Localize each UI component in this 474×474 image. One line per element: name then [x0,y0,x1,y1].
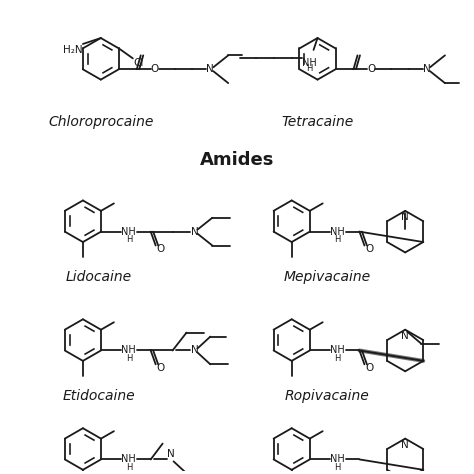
Text: H: H [126,354,132,363]
Text: O: O [367,64,375,74]
Text: H: H [306,64,313,73]
Text: NH: NH [330,455,345,465]
Text: NH: NH [302,58,317,68]
Text: H₂N: H₂N [63,45,83,55]
Text: N: N [401,331,409,341]
Text: NH: NH [330,227,345,237]
Text: H: H [126,235,132,244]
Text: H: H [334,354,341,363]
Text: H: H [334,463,341,472]
Text: Lidocaine: Lidocaine [66,270,132,284]
Text: O: O [156,245,165,255]
Text: O: O [365,245,374,255]
Text: Mepivacaine: Mepivacaine [284,270,371,284]
Text: N: N [207,64,214,74]
Text: O: O [156,363,165,374]
Text: N: N [191,346,198,356]
Text: Tetracaine: Tetracaine [282,115,354,129]
Text: Cl: Cl [134,58,144,68]
Text: H: H [334,235,341,244]
Text: N: N [191,227,198,237]
Text: N: N [423,64,431,74]
Text: NH: NH [121,346,136,356]
Text: Ropivacaine: Ropivacaine [285,389,370,402]
Text: N: N [401,439,409,450]
Text: O: O [151,64,159,74]
Text: Etidocaine: Etidocaine [63,389,135,402]
Text: Chloroprocaine: Chloroprocaine [48,115,154,129]
Text: NH: NH [330,346,345,356]
Text: NH: NH [121,455,136,465]
Text: N: N [401,212,409,222]
Text: NH: NH [121,227,136,237]
Text: N: N [167,449,174,459]
Text: H: H [126,463,132,472]
Text: Amides: Amides [200,151,274,169]
Text: O: O [365,363,374,374]
